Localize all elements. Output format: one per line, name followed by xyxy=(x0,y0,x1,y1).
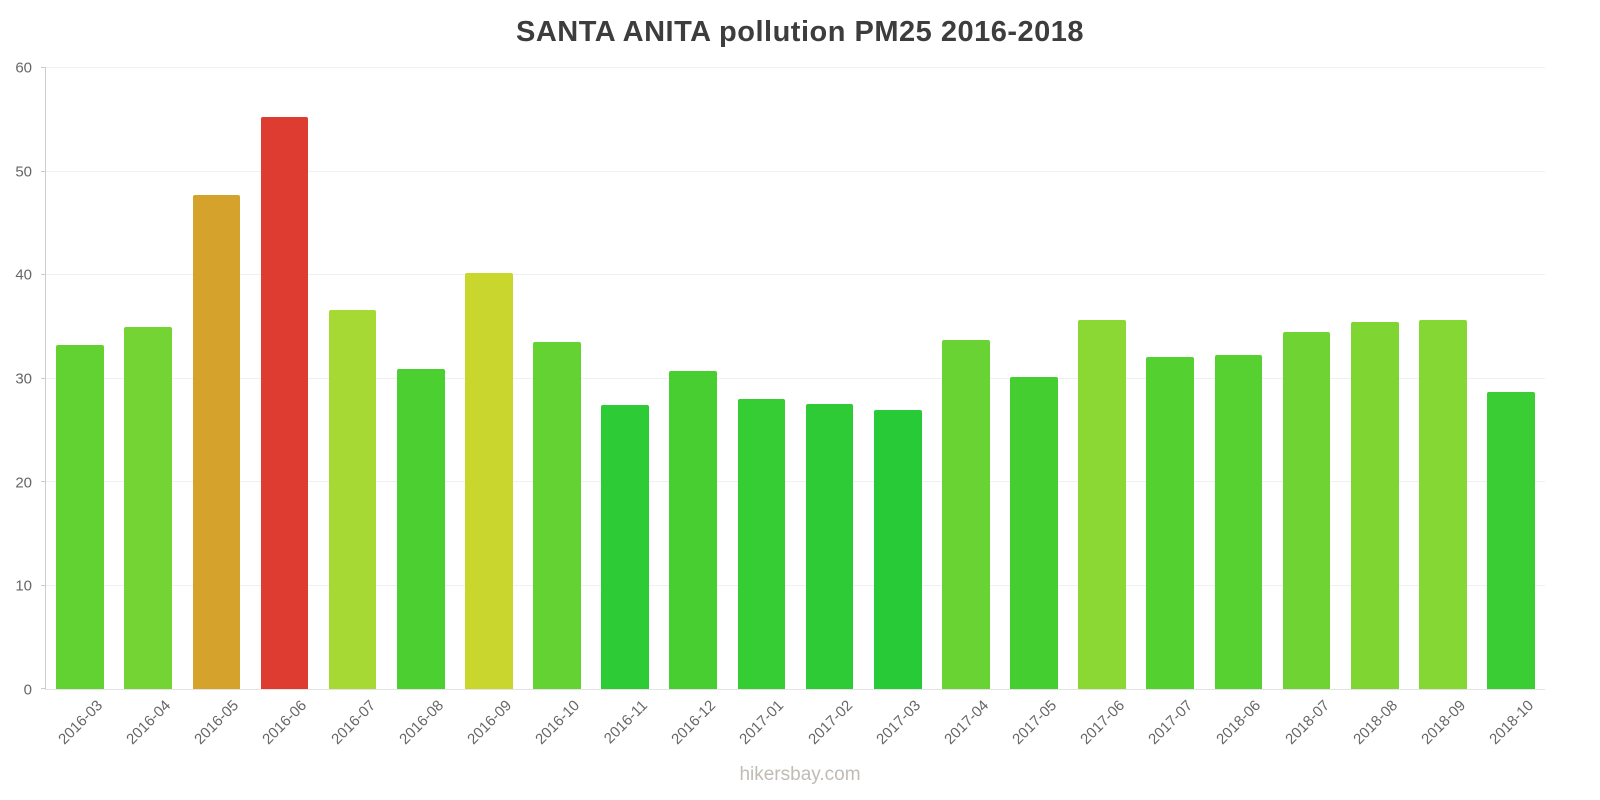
y-tick-label: 20 xyxy=(15,474,32,492)
y-tick-mark xyxy=(41,274,46,275)
y-tick-label: 30 xyxy=(15,370,32,388)
bar-slot: 2017-03 xyxy=(864,68,932,748)
x-tick-label: 2016-04 xyxy=(123,697,175,748)
gridline xyxy=(46,170,1545,172)
bar-2017-01[interactable] xyxy=(737,399,786,689)
bar-2016-06[interactable] xyxy=(260,116,309,689)
bar-slot: 2018-10 xyxy=(1477,68,1545,748)
x-tick-label: 2017-04 xyxy=(940,697,992,748)
bar-2016-05[interactable] xyxy=(192,195,241,689)
bar-slot: 2017-05 xyxy=(1000,68,1068,748)
bar-slot: 2016-06 xyxy=(250,68,318,748)
chart-title: SANTA ANITA pollution PM25 2016-2018 xyxy=(515,16,1085,48)
bar-slot: 2018-07 xyxy=(1273,68,1341,748)
bar-slot: 2016-04 xyxy=(114,68,182,748)
bar-2017-06[interactable] xyxy=(1078,319,1127,689)
y-tick-label: 50 xyxy=(15,163,32,181)
bar-slot: 2016-08 xyxy=(387,68,455,748)
y-tick-label: 40 xyxy=(15,266,32,284)
bar-slot: 2016-07 xyxy=(319,68,387,748)
bar-2018-08[interactable] xyxy=(1350,321,1399,689)
bar-2018-07[interactable] xyxy=(1282,331,1331,689)
y-tick-label: 60 xyxy=(15,59,32,77)
bar-2018-06[interactable] xyxy=(1214,354,1263,689)
bar-2018-10[interactable] xyxy=(1487,391,1535,689)
bar-slot: 2017-02 xyxy=(796,68,864,748)
bar-slot: 2017-07 xyxy=(1136,68,1204,748)
x-tick-label: 2017-01 xyxy=(736,697,788,748)
x-tick-label: 2016-10 xyxy=(532,697,584,748)
bar-2017-04[interactable] xyxy=(942,340,990,689)
bar-slot: 2016-09 xyxy=(455,68,523,748)
x-tick-label: 2016-06 xyxy=(259,697,311,748)
x-tick-label: 2016-09 xyxy=(463,697,515,748)
bar-2017-03[interactable] xyxy=(873,409,922,689)
x-tick-label: 2016-08 xyxy=(395,697,447,748)
x-tick-label: 2017-05 xyxy=(1009,697,1061,748)
y-tick-mark xyxy=(41,584,46,586)
bar-2016-04[interactable] xyxy=(124,326,173,689)
bar-slot: 2018-08 xyxy=(1341,68,1409,748)
bar-2016-12[interactable] xyxy=(669,371,718,689)
bar-2016-09[interactable] xyxy=(465,272,513,689)
x-tick-label: 2018-07 xyxy=(1281,697,1333,748)
x-tick-label: 2017-03 xyxy=(872,697,924,748)
plot-area: 2016-03 2016-04 2016-05 2016-06 2016-07 2016-… xyxy=(41,67,1545,748)
bars-container: 2016-03 2016-04 2016-05 2016-06 2016-07 2016-… xyxy=(46,68,1545,748)
x-tick-label: 2016-05 xyxy=(191,697,243,748)
gridline xyxy=(46,584,1545,586)
bar-slot: 2017-01 xyxy=(727,68,795,748)
bar-slot: 2017-04 xyxy=(932,68,1000,748)
bar-2016-11[interactable] xyxy=(601,405,650,689)
bar-slot: 2018-06 xyxy=(1204,68,1272,748)
bar-slot: 2016-11 xyxy=(591,68,659,747)
y-tick-mark xyxy=(41,170,46,172)
x-tick-label: 2018-09 xyxy=(1417,697,1469,748)
gridline xyxy=(46,377,1545,379)
x-tick-label: 2017-07 xyxy=(1145,697,1197,748)
x-tick-label: 2017-02 xyxy=(804,697,856,748)
bar-2017-02[interactable] xyxy=(805,404,854,689)
gridline xyxy=(46,481,1545,482)
y-tick-mark xyxy=(41,67,46,68)
bar-slot: 2018-09 xyxy=(1409,68,1477,748)
footer-link[interactable]: hikersbay.com xyxy=(739,764,861,785)
bar-2016-07[interactable] xyxy=(328,310,377,689)
y-tick-mark xyxy=(41,481,46,482)
y-tick-mark xyxy=(41,377,46,379)
bar-slot: 2016-05 xyxy=(182,68,250,748)
x-tick-label: 2018-08 xyxy=(1349,697,1401,748)
x-tick-label: 2016-11 xyxy=(601,697,652,748)
y-tick-label: 10 xyxy=(15,577,32,595)
bar-slot: 2016-10 xyxy=(523,68,591,748)
y-axis: 0 10 20 30 40 50 60 xyxy=(0,60,40,699)
x-tick-label: 2016-03 xyxy=(55,697,107,748)
bar-2017-07[interactable] xyxy=(1146,356,1195,689)
bar-2016-10[interactable] xyxy=(533,342,581,689)
gridline xyxy=(46,67,1545,68)
x-tick-label: 2017-06 xyxy=(1077,697,1129,748)
bar-2017-05[interactable] xyxy=(1010,377,1058,689)
x-tick-label: 2016-07 xyxy=(327,697,379,748)
bar-slot: 2017-06 xyxy=(1068,68,1136,748)
gridline xyxy=(46,274,1545,275)
bar-slot: 2016-03 xyxy=(46,68,114,748)
x-tick-label: 2016-12 xyxy=(668,697,720,748)
bar-2016-08[interactable] xyxy=(396,369,445,689)
y-tick-label: 0 xyxy=(23,681,32,699)
bar-2016-03[interactable] xyxy=(56,345,104,689)
bar-2018-09[interactable] xyxy=(1419,319,1467,689)
x-tick-label: 2018-10 xyxy=(1486,697,1538,748)
y-tick-mark xyxy=(41,688,46,689)
x-tick-label: 2018-06 xyxy=(1213,697,1265,748)
bar-slot: 2016-12 xyxy=(659,68,727,748)
